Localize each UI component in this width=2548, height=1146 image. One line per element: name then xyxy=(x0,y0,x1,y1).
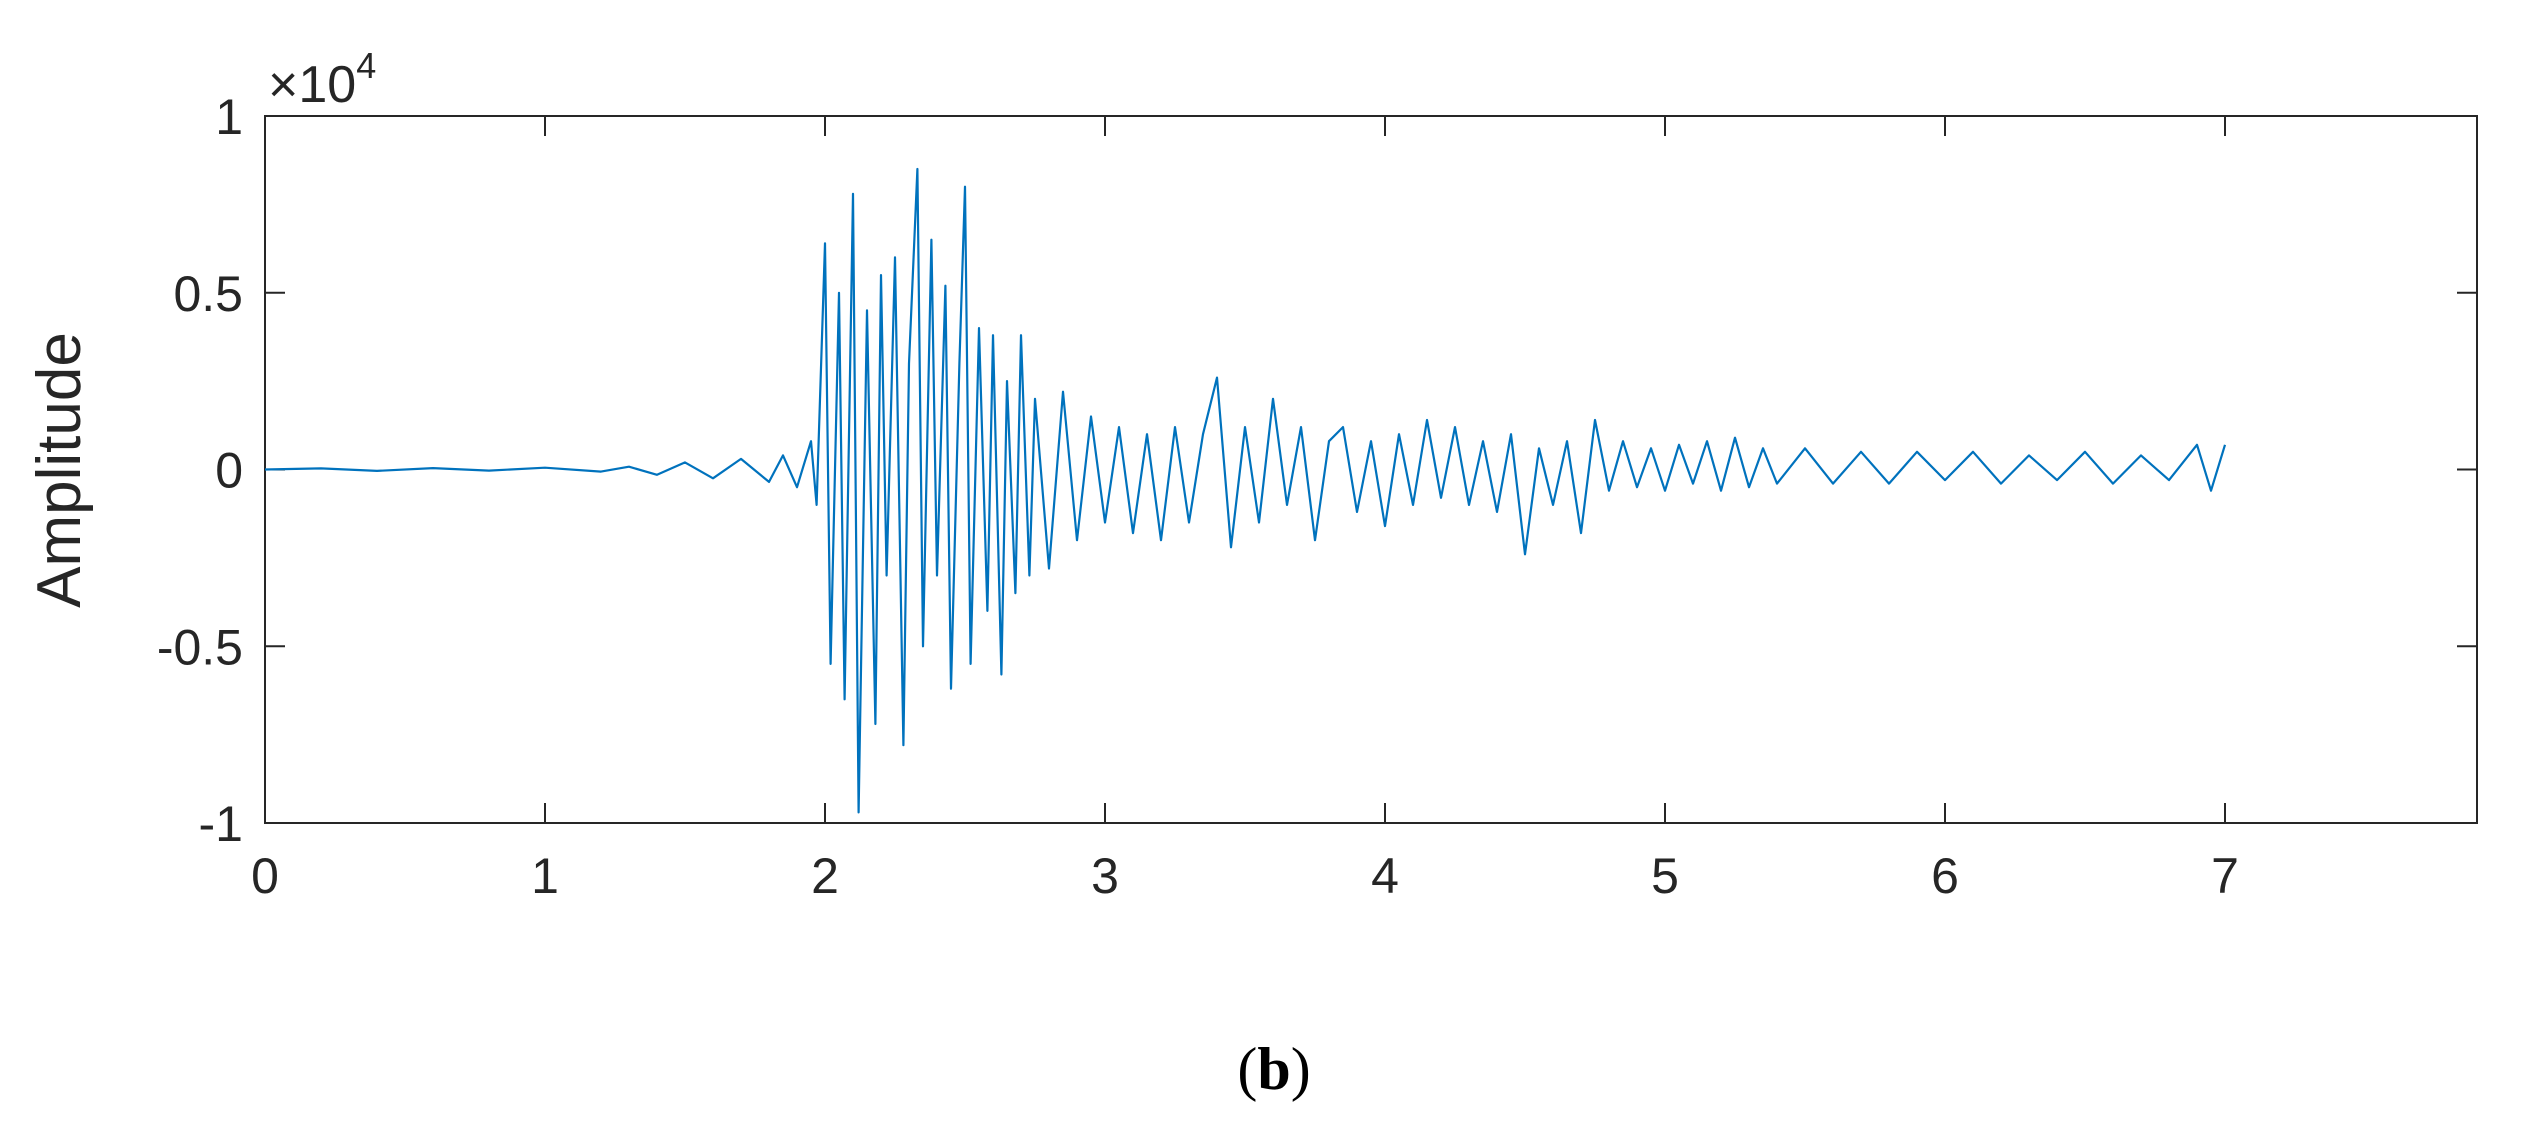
y-tick-label: 0 xyxy=(215,443,243,499)
y-tick-label: 0.5 xyxy=(173,266,243,322)
x-tick-label: 4 xyxy=(1371,848,1399,904)
x-tick-label: 3 xyxy=(1091,848,1119,904)
y-tick-label: -1 xyxy=(199,796,243,852)
x-tick-label: 6 xyxy=(1931,848,1959,904)
caption-letter: b xyxy=(1257,1036,1291,1102)
y-tick-label: -0.5 xyxy=(157,619,243,675)
x-tick-label: 7 xyxy=(2211,848,2239,904)
y-axis-multiplier: ×104 xyxy=(268,45,376,114)
x-tick-labels: 0 1 2 3 4 5 6 7 xyxy=(251,848,2239,904)
x-tick-label: 0 xyxy=(251,848,279,904)
amplitude-series-line xyxy=(264,167,2227,814)
y-tick-labels: -1 -0.5 0 0.5 1 xyxy=(157,89,243,852)
x-tick-label: 5 xyxy=(1651,848,1679,904)
x-tick-label: 1 xyxy=(531,848,559,904)
y-axis-label: Amplitude xyxy=(25,332,94,608)
plot-area-frame xyxy=(264,115,2478,824)
y-tick-label: 1 xyxy=(215,89,243,145)
y-axis-exponent: 4 xyxy=(356,45,376,86)
caption-open-paren: ( xyxy=(1237,1036,1258,1102)
figure-caption: (b) xyxy=(0,1035,2548,1104)
x-tick-label: 2 xyxy=(811,848,839,904)
caption-close-paren: ) xyxy=(1290,1036,1311,1102)
tick-marks xyxy=(264,115,2477,824)
